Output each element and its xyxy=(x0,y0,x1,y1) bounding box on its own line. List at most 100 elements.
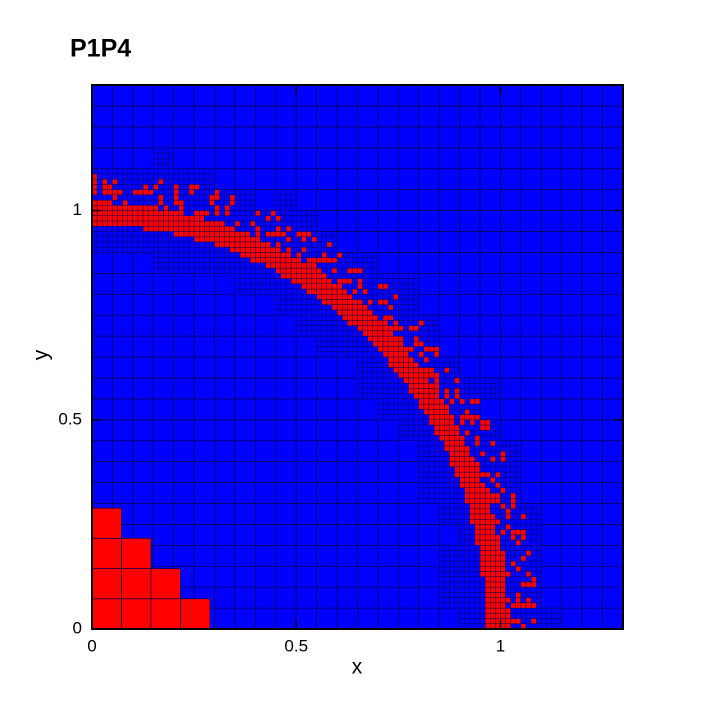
mesh-cell xyxy=(112,168,118,175)
mesh-cell xyxy=(484,539,491,546)
mesh-cell xyxy=(505,524,511,530)
mesh-cell xyxy=(199,246,205,253)
mesh-cell xyxy=(199,262,205,269)
mesh-cell xyxy=(459,126,481,149)
mesh-cell xyxy=(178,189,185,196)
mesh-cell xyxy=(403,377,409,384)
mesh-cell xyxy=(153,220,159,227)
mesh-cell xyxy=(469,424,476,431)
mesh-cell xyxy=(352,341,358,347)
mesh-cell xyxy=(326,346,333,352)
mesh-cell xyxy=(96,210,103,216)
mesh-cell xyxy=(178,267,185,274)
mesh-cell xyxy=(367,377,374,384)
mesh-cell xyxy=(525,545,532,551)
mesh-cell xyxy=(520,440,542,462)
mesh-cell xyxy=(367,362,374,368)
mesh-cell xyxy=(234,356,256,379)
mesh-cell xyxy=(102,194,108,201)
mesh-cell xyxy=(520,252,542,274)
mesh-cell xyxy=(438,419,445,426)
mesh-cell xyxy=(158,262,164,269)
mesh-cell xyxy=(408,382,414,389)
mesh-cell xyxy=(255,147,277,170)
mesh-cell xyxy=(275,607,297,630)
mesh-cell xyxy=(500,586,506,593)
mesh-cell xyxy=(438,147,460,170)
mesh-cell xyxy=(117,173,123,180)
mesh-cell xyxy=(438,189,460,211)
mesh-cell xyxy=(163,267,169,274)
mesh-cell xyxy=(234,189,241,196)
mesh-cell xyxy=(168,231,174,237)
mesh-cell xyxy=(459,592,465,598)
mesh-cell xyxy=(525,576,532,583)
mesh-cell xyxy=(199,252,205,258)
mesh-cell xyxy=(464,529,471,536)
mesh-cell xyxy=(464,508,471,515)
mesh-cell xyxy=(214,168,236,190)
mesh-cell xyxy=(469,450,476,457)
mesh-cell xyxy=(525,613,532,619)
mesh-cell xyxy=(408,346,414,352)
mesh-cell xyxy=(357,267,363,274)
mesh-cell xyxy=(275,246,282,253)
mesh-cell xyxy=(474,461,481,468)
mesh-cell xyxy=(152,440,175,462)
mesh-cell xyxy=(316,377,338,400)
mesh-cell xyxy=(265,236,271,243)
mesh-cell xyxy=(444,477,450,483)
mesh-cell xyxy=(490,477,496,483)
mesh-cell xyxy=(505,498,511,504)
mesh-cell xyxy=(158,246,164,253)
mesh-cell xyxy=(352,288,358,295)
mesh-cell xyxy=(341,278,348,284)
mesh-cell xyxy=(224,267,231,274)
mesh-cell xyxy=(296,210,302,216)
mesh-cell xyxy=(444,398,450,405)
mesh-cell xyxy=(397,524,420,546)
mesh-cell xyxy=(536,545,542,551)
mesh-cell xyxy=(469,388,476,394)
mesh-cell xyxy=(112,252,134,274)
mesh-cell xyxy=(515,492,522,499)
mesh-cell xyxy=(341,304,348,311)
mesh-cell xyxy=(209,168,215,175)
mesh-cell xyxy=(311,257,317,264)
mesh-cell xyxy=(127,231,134,237)
mesh-cell xyxy=(255,377,277,400)
mesh-cell xyxy=(536,550,542,556)
mesh-cell xyxy=(321,252,328,258)
mesh-cell xyxy=(275,586,297,609)
mesh-cell xyxy=(398,299,404,305)
mesh-cell xyxy=(127,194,134,201)
mesh-cell xyxy=(469,503,476,509)
mesh-cell xyxy=(357,309,363,316)
mesh-cell xyxy=(214,231,220,237)
mesh-cell xyxy=(91,440,113,462)
mesh-cell xyxy=(510,445,516,452)
x-axis-label: x xyxy=(352,656,363,679)
mesh-cell xyxy=(515,613,522,619)
mesh-cell xyxy=(285,278,292,284)
mesh-cell xyxy=(418,147,440,170)
mesh-cell xyxy=(357,503,379,525)
mesh-cell xyxy=(331,330,338,337)
mesh-cell xyxy=(540,231,563,253)
mesh-cell xyxy=(316,330,322,337)
mesh-cell xyxy=(357,524,379,546)
mesh-cell xyxy=(408,335,414,342)
mesh-cell xyxy=(147,215,154,222)
mesh-cell xyxy=(173,267,179,274)
mesh-cell xyxy=(444,424,450,431)
mesh-cell xyxy=(479,524,486,530)
mesh-cell xyxy=(500,602,506,609)
mesh-cell xyxy=(158,257,164,264)
mesh-cell xyxy=(459,498,465,504)
mesh-cell xyxy=(382,309,389,316)
mesh-cell xyxy=(530,555,537,562)
mesh-cell xyxy=(122,194,128,201)
mesh-cell xyxy=(515,560,522,567)
mesh-cell xyxy=(336,356,358,379)
mesh-cell xyxy=(280,278,287,284)
